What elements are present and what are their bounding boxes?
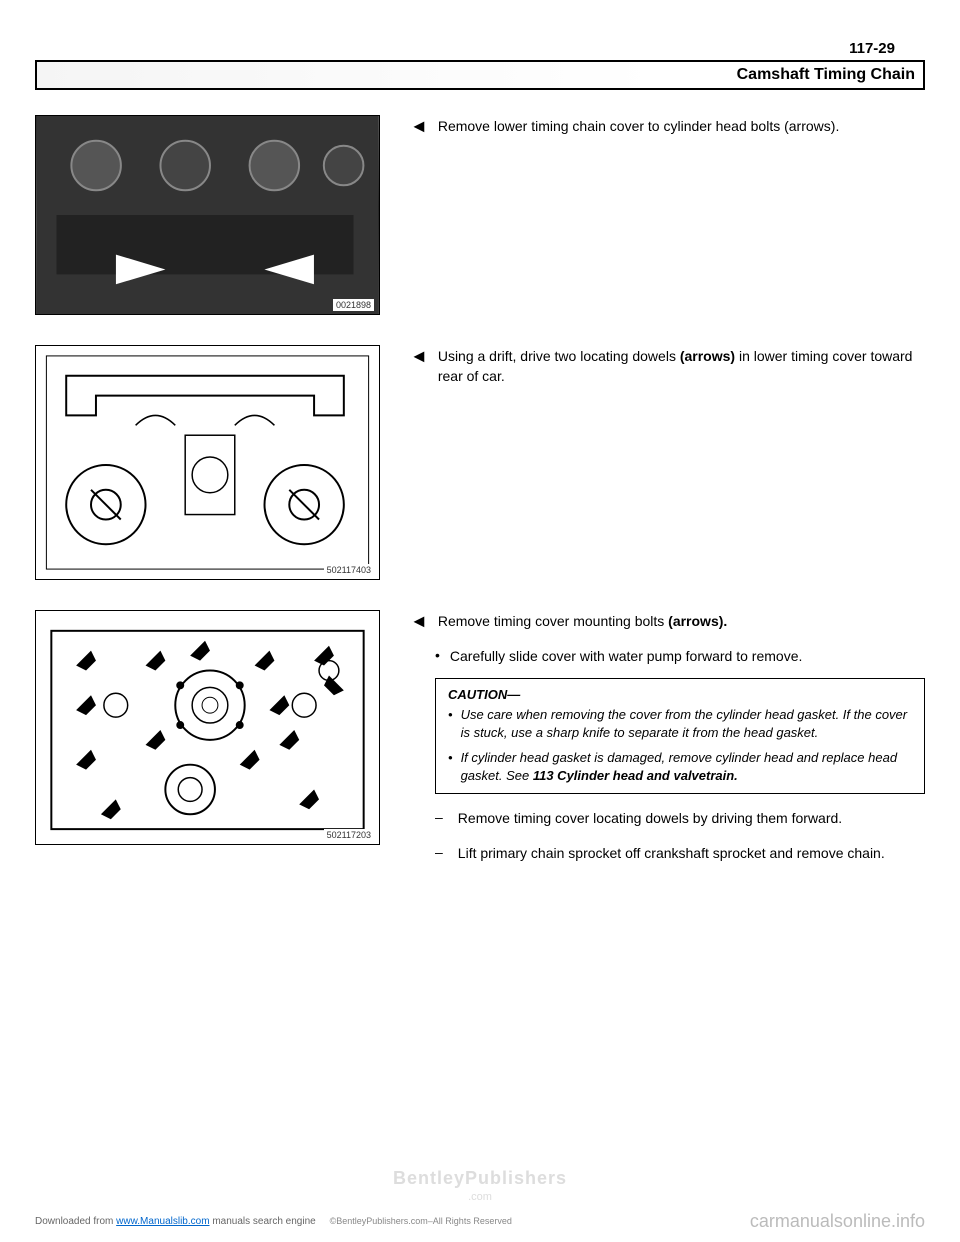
- page-number: 117-29: [35, 40, 925, 57]
- figure-id-1: 0021898: [333, 299, 374, 311]
- bullet-icon: •: [448, 749, 453, 767]
- figure-photo-1: 0021898: [35, 115, 380, 315]
- download-prefix: Downloaded from: [35, 1216, 113, 1227]
- footer-left-group: Downloaded from www.Manualslib.com manua…: [35, 1216, 512, 1227]
- caution-item-1: • Use care when removing the cover from …: [448, 706, 912, 742]
- instruction-3: ◄ Remove timing cover mounting bolts (ar…: [410, 612, 925, 632]
- bullet-item-1: • Carefully slide cover with water pump …: [435, 647, 925, 667]
- dash-text-2: Lift primary chain sprocket off cranksha…: [458, 844, 885, 864]
- instruction-2: ◄ Using a drift, drive two locating dowe…: [410, 347, 925, 386]
- instruction-1: ◄ Remove lower timing chain cover to cyl…: [410, 117, 925, 137]
- download-suffix: manuals search engine: [212, 1216, 315, 1227]
- bullet-text: Carefully slide cover with water pump fo…: [450, 647, 802, 667]
- instruction-text-1: Remove lower timing chain cover to cylin…: [438, 117, 840, 137]
- instruction-text-2: Using a drift, drive two locating dowels…: [438, 347, 925, 386]
- instruction-text-3: Remove timing cover mounting bolts (arro…: [438, 612, 727, 632]
- section-1: 0021898 ◄ Remove lower timing chain cove…: [35, 115, 925, 315]
- caution-text-2: If cylinder head gasket is damaged, remo…: [461, 749, 912, 785]
- triangle-left-icon: ◄: [410, 347, 428, 365]
- text-content-1: ◄ Remove lower timing chain cover to cyl…: [410, 115, 925, 315]
- footer-bottom: Downloaded from www.Manualslib.com manua…: [35, 1211, 925, 1232]
- caution-box: CAUTION— • Use care when removing the co…: [435, 678, 925, 794]
- bullet-icon: •: [435, 647, 440, 663]
- header-title-bar: Camshaft Timing Chain: [35, 60, 925, 90]
- section-3: 502117203 ◄ Remove timing cover mounting…: [35, 610, 925, 878]
- copyright-text: ©BentleyPublishers.com–All Rights Reserv…: [330, 1216, 512, 1226]
- figure-id-3: 502117203: [324, 829, 374, 841]
- dash-text-1: Remove timing cover locating dowels by d…: [458, 809, 842, 829]
- caution-item-2: • If cylinder head gasket is damaged, re…: [448, 749, 912, 785]
- triangle-left-icon: ◄: [410, 117, 428, 135]
- dash-item-1: – Remove timing cover locating dowels by…: [435, 809, 925, 829]
- caution-title: CAUTION—: [448, 687, 912, 702]
- figure-diagram-3: 502117203: [35, 610, 380, 845]
- figure-id-2: 502117403: [324, 564, 374, 576]
- section-2: 502117403 ◄ Using a drift, drive two loc…: [35, 345, 925, 580]
- triangle-left-icon: ◄: [410, 612, 428, 630]
- caution-text-1: Use care when removing the cover from th…: [461, 706, 912, 742]
- text-content-3: ◄ Remove timing cover mounting bolts (ar…: [410, 610, 925, 878]
- watermark-sub: .com: [35, 1191, 925, 1203]
- dash-item-2: – Lift primary chain sprocket off cranks…: [435, 844, 925, 864]
- footer: BentleyPublishers .com Downloaded from w…: [0, 1168, 960, 1232]
- bullet-icon: •: [448, 706, 453, 724]
- header-title: Camshaft Timing Chain: [737, 66, 915, 83]
- dash-icon: –: [435, 809, 443, 825]
- figure-diagram-2: 502117403: [35, 345, 380, 580]
- right-watermark: carmanualsonline.info: [750, 1211, 925, 1232]
- watermark-text: BentleyPublishers: [35, 1168, 925, 1189]
- dash-icon: –: [435, 844, 443, 860]
- download-link[interactable]: www.Manualslib.com: [116, 1216, 209, 1227]
- text-content-2: ◄ Using a drift, drive two locating dowe…: [410, 345, 925, 580]
